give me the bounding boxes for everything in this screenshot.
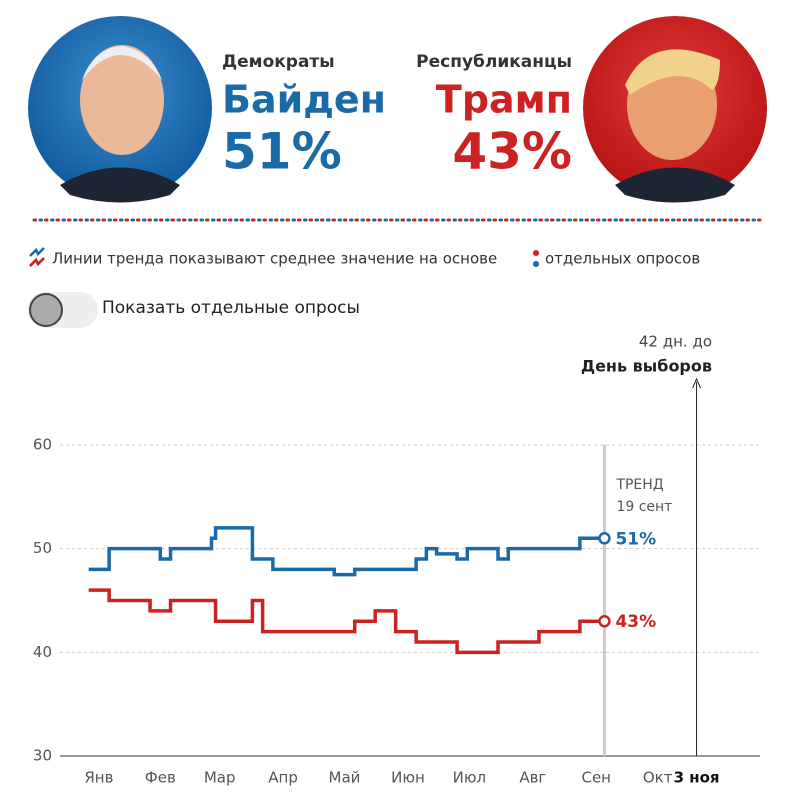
- x-tick-label: Окт: [643, 769, 673, 787]
- y-tick-label: 30: [33, 747, 52, 765]
- trend-line: [88, 588, 605, 655]
- y-tick-label: 50: [33, 539, 52, 557]
- legend-text: отдельных опросов: [545, 250, 700, 268]
- x-tick-label: Мар: [204, 769, 236, 787]
- end-label: 43%: [615, 612, 656, 632]
- candidate: Трамп: [436, 78, 572, 122]
- party: Демократы: [222, 52, 335, 72]
- trend-line: [88, 526, 605, 577]
- trump-avatar: [583, 16, 767, 203]
- y-tick-label: 60: [33, 436, 52, 454]
- x-tick-label: Янв: [84, 769, 113, 787]
- legend-dot: [533, 250, 539, 256]
- x-tick-label: 3 ноя: [674, 769, 720, 787]
- annotation: ТРЕНД: [615, 477, 663, 493]
- annotation: 19 сент: [616, 499, 672, 515]
- end-point: [598, 614, 611, 628]
- legend-icon: [29, 257, 45, 267]
- x-tick-label: Сен: [581, 769, 611, 787]
- biden-avatar: [28, 16, 212, 203]
- annotation: День выборов: [581, 357, 712, 376]
- party: Республиканцы: [416, 52, 572, 72]
- toggle-label: Показать отдельные опросы: [102, 298, 360, 318]
- x-tick-label: Июн: [391, 769, 425, 787]
- election-arrow: [692, 377, 702, 389]
- end-label: 51%: [615, 529, 656, 549]
- end-point: [598, 532, 611, 545]
- annotation: 42 дн. до: [639, 333, 712, 351]
- x-tick-label: Май: [329, 769, 361, 787]
- y-tick-label: 40: [33, 643, 52, 661]
- toggle-knob[interactable]: [29, 293, 63, 327]
- x-tick-label: Авг: [519, 769, 546, 787]
- legend-text: Линии тренда показывают среднее значение…: [52, 250, 497, 268]
- x-tick-label: Апр: [268, 769, 298, 787]
- x-tick-label: Фев: [145, 769, 176, 787]
- percent: 51%: [222, 123, 342, 181]
- legend-dot: [533, 261, 539, 267]
- candidate: Байден: [222, 78, 386, 122]
- percent: 43%: [452, 123, 572, 181]
- x-tick-label: Июл: [453, 769, 486, 787]
